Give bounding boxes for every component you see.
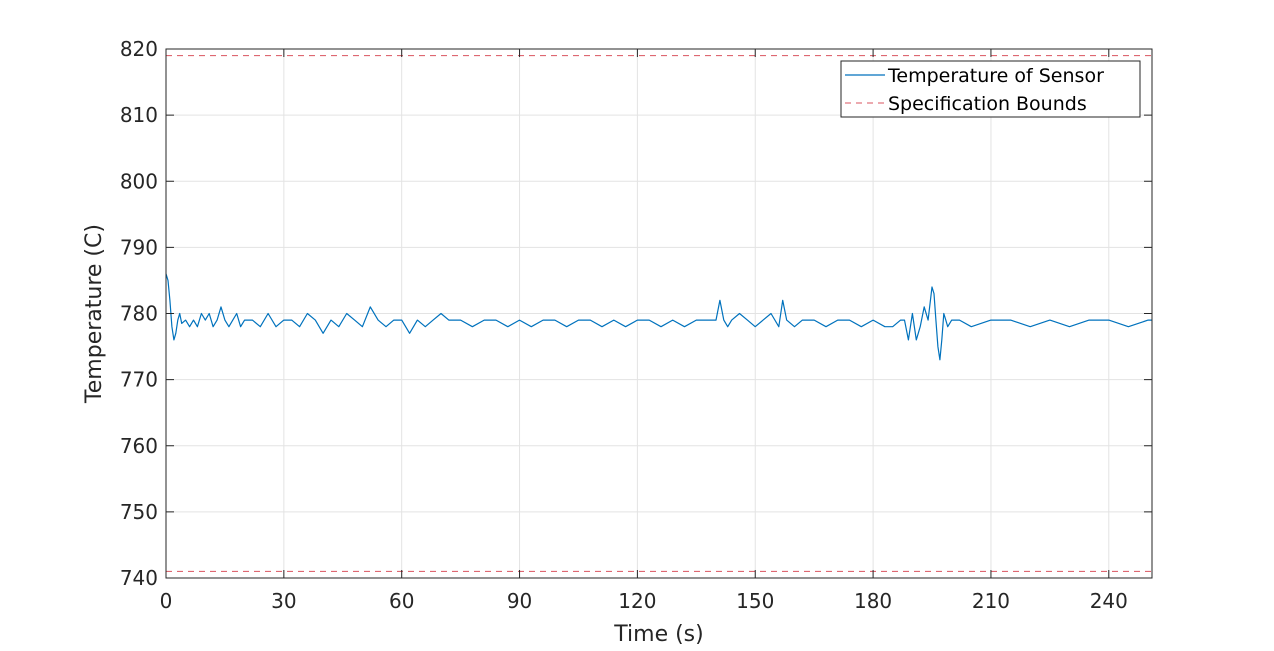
legend-box [840,60,1141,118]
y-tick-label: 750 [120,500,158,524]
legend-label-bounds: Specification Bounds [888,93,1087,115]
x-tick-label: 180 [854,589,892,613]
y-tick-label: 820 [120,37,158,61]
x-tick-label: 210 [972,589,1010,613]
x-tick-label: 240 [1090,589,1128,613]
x-tick-label: 60 [389,589,414,613]
x-tick-label: 150 [736,589,774,613]
y-tick-label: 790 [120,235,158,259]
y-tick-label: 770 [120,368,158,392]
y-axis-label: Temperature (C) [82,224,107,404]
x-tick-label: 120 [618,589,656,613]
x-axis-label: Time (s) [613,622,703,647]
series [165,273,1152,361]
x-tick-label: 90 [507,589,532,613]
temperature-series-line [165,273,1152,361]
legend-label-temperature: Temperature of Sensor [887,65,1104,87]
legend: Temperature of Sensor Specification Boun… [840,60,1141,118]
y-tick-label: 760 [120,434,158,458]
y-tick-label: 740 [120,566,158,590]
y-tick-label: 800 [120,169,158,193]
grid [165,48,1152,579]
y-tick-label: 780 [120,302,158,326]
x-tick-label: 0 [160,589,173,613]
x-tick-label: 30 [271,589,296,613]
ticks: 0 30 60 90 120 150 180 210 240 740 750 760 770 780 790… [120,37,1152,613]
y-tick-label: 810 [120,103,158,127]
